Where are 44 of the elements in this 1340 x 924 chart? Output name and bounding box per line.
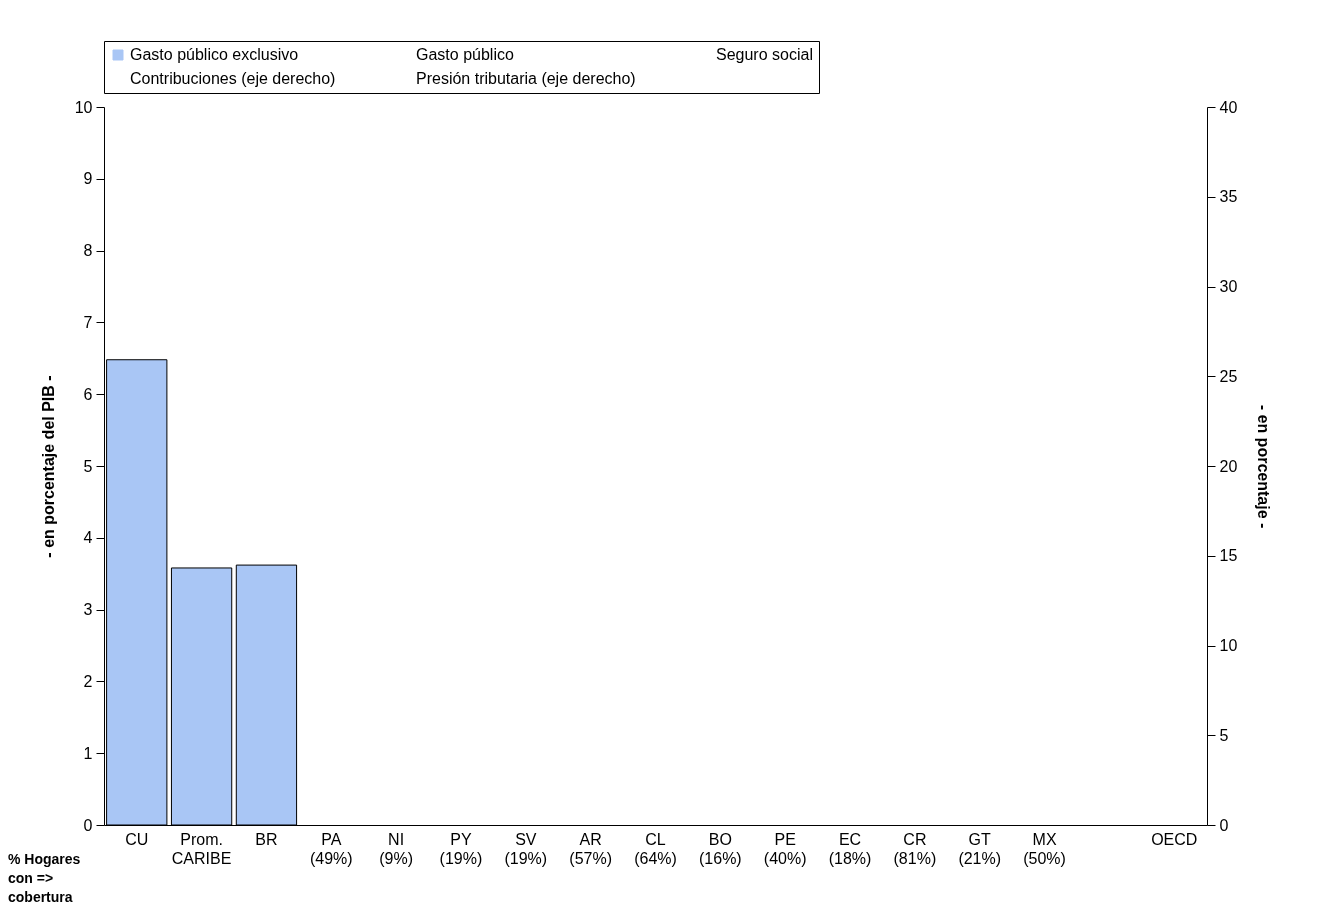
y2-tick-label: 35 xyxy=(1219,188,1238,206)
text: Gasto público xyxy=(416,46,514,63)
y2-tick-label: 5 xyxy=(1219,726,1229,744)
y2-tick-label: 30 xyxy=(1219,278,1238,295)
x-tick-label: CU xyxy=(125,830,149,848)
x-tick-label: NI (9%) xyxy=(379,830,414,867)
y2-tick-label: 15 xyxy=(1219,547,1238,565)
legend-label: Gasto público exclusivo xyxy=(130,46,299,63)
y-tick-label: 9 xyxy=(83,170,93,188)
x-tick-label: BR xyxy=(255,830,278,848)
x-tick-label: BO (16%) xyxy=(699,830,742,867)
x-tick-label: EC (18%) xyxy=(828,830,872,867)
y2-tick-label: 20 xyxy=(1219,457,1238,475)
y-tick-label: 2 xyxy=(83,672,93,690)
x-tick-label: CR (81%) xyxy=(893,830,937,867)
x-tick-label: GT (21%) xyxy=(958,830,1002,867)
y-tick-label: 7 xyxy=(83,313,93,331)
y2-tick-label: 0 xyxy=(1219,816,1229,834)
text: % Hogares con => cobertura xyxy=(8,850,82,907)
y-tick-label: 8 xyxy=(83,242,93,260)
y2-tick-label: 25 xyxy=(1219,367,1238,385)
x-tick-label: PE (40%) xyxy=(763,830,807,867)
y-tick-label: 1 xyxy=(83,744,93,762)
y2-tick-label: 40 xyxy=(1219,98,1238,116)
x-tick-label: Prom. CARIBE xyxy=(171,830,232,867)
text: Presión tributaria (eje derecho) xyxy=(416,70,636,87)
y-tick-label: 6 xyxy=(83,385,93,403)
x-tick-label: AR (57%) xyxy=(569,830,612,867)
y2-axis-title: - en porcentaje - xyxy=(1255,404,1273,529)
x-tick-label: PA (49%) xyxy=(309,830,353,867)
x-tick-label: SV (19%) xyxy=(504,830,548,867)
y-axis-title: - en porcentaje del PIB - xyxy=(39,375,57,558)
y-tick-label: 5 xyxy=(83,457,93,475)
y-tick-label: 3 xyxy=(83,601,93,619)
x-tick-label: PY (19%) xyxy=(439,830,483,867)
text: Contribuciones (eje derecho) xyxy=(130,70,336,87)
x-tick-label: CL (64%) xyxy=(634,830,677,867)
y-tick-label: 0 xyxy=(83,816,93,834)
y-tick-label: 10 xyxy=(74,98,93,116)
x-tick-label: MX (50%) xyxy=(1023,830,1066,867)
text: Seguro social xyxy=(716,46,813,63)
y2-tick-label: 10 xyxy=(1219,637,1238,654)
y-tick-label: 4 xyxy=(83,529,93,547)
x-tick-label: OECD xyxy=(1151,830,1198,848)
